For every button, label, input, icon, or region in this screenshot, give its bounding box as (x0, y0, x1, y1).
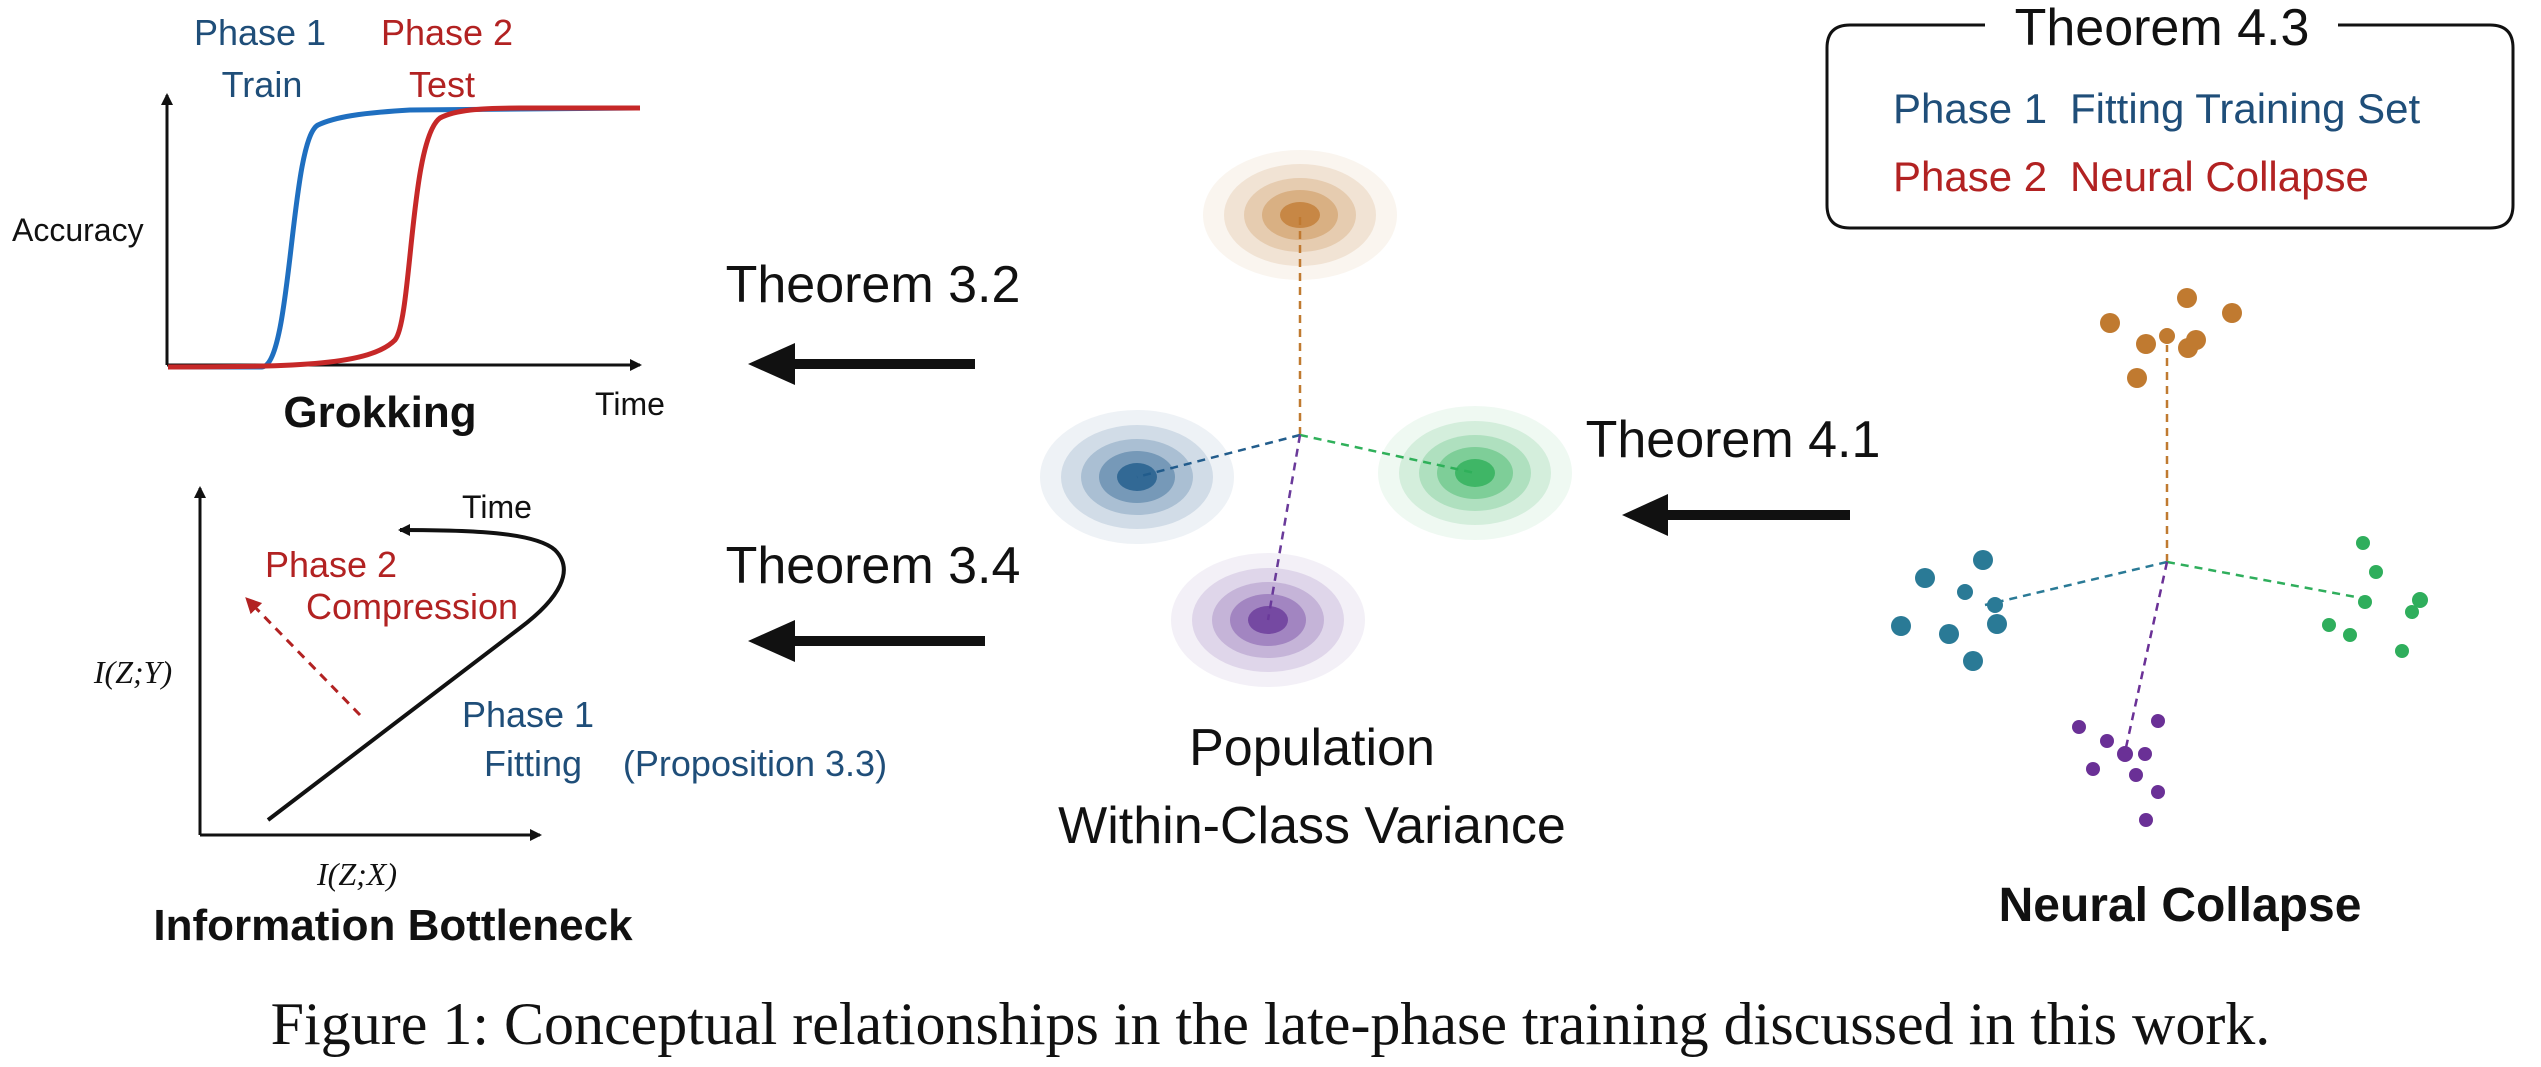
ib-ylabel: I(Z;Y) (93, 654, 172, 690)
neural-collapse-title: Neural Collapse (1999, 879, 2362, 932)
nc-blue-cluster (1891, 550, 2007, 671)
nc-line-green (2166, 560, 2373, 602)
grokking-phase2-label: Phase 2 (381, 12, 513, 53)
blue-class-distribution (1040, 410, 1234, 544)
ib-proposition-label: (Proposition 3.3) (623, 743, 887, 784)
information-bottleneck-panel: Time Phase 2 Compression Phase 1 Fitting… (93, 486, 887, 950)
ib-trajectory (266, 524, 566, 822)
theorem-4-3-row2-phase: Phase 2 (1893, 153, 2047, 200)
grokking-panel: Phase 1 Train Phase 2 Test Accuracy Time… (12, 12, 665, 437)
grokking-xlabel: Time (595, 386, 665, 422)
train-curve (168, 105, 641, 370)
theorem-3-2-label: Theorem 3.2 (726, 256, 1021, 314)
ib-phase2-label: Phase 2 (265, 544, 397, 585)
theorem-4-3-row1-text: Fitting Training Set (2070, 85, 2421, 132)
ib-compression-label: Compression (306, 586, 518, 627)
theorem-4-3-box: Theorem 4.3 Phase 1 Fitting Training Set… (1825, 0, 2515, 230)
figure-canvas: Phase 1 Train Phase 2 Test Accuracy Time… (12, 0, 2515, 950)
figure-caption: Figure 1: Conceptual relationships in th… (270, 991, 2271, 1057)
ib-time-label: Time (462, 489, 532, 525)
theorem-4-3-row1-phase: Phase 1 (1893, 85, 2047, 132)
grokking-phase1-label: Phase 1 (194, 12, 326, 53)
theorem-4-3-row2-text: Neural Collapse (2070, 153, 2369, 200)
population-panel: Population Within-Class Variance (1040, 150, 1572, 855)
theorem-arrows: Theorem 3.2 Theorem 3.4 Theorem 4.1 (726, 256, 1881, 662)
nc-line-blue (1984, 560, 2168, 607)
ib-title: Information Bottleneck (153, 901, 633, 950)
pop-line-green (1299, 433, 1476, 475)
neural-collapse-panel: Neural Collapse (1891, 288, 2428, 932)
nc-orange-cluster (2100, 288, 2242, 388)
theorem-3-2-arrowhead (748, 343, 795, 385)
theorem-4-3-title: Theorem 4.3 (2015, 0, 2310, 57)
ib-fitting-label: Fitting (484, 743, 582, 784)
population-label-line2: Within-Class Variance (1058, 797, 1566, 855)
green-class-distribution (1378, 406, 1572, 540)
nc-green-cluster (2322, 536, 2428, 658)
theorem-4-1-label: Theorem 4.1 (1586, 411, 1881, 469)
nc-purple-cluster (2072, 714, 2165, 827)
ib-xlabel: I(Z;X) (316, 856, 397, 892)
test-curve (167, 105, 640, 370)
ib-phase1-label: Phase 1 (462, 694, 594, 735)
nc-line-purple (2123, 561, 2169, 753)
grokking-ylabel: Accuracy (12, 212, 144, 248)
pop-line-blue (1136, 433, 1301, 479)
theorem-4-3-border (1825, 23, 2515, 230)
ib-compression-arrow (245, 597, 362, 717)
purple-class-distribution (1171, 553, 1365, 687)
population-label-line1: Population (1189, 719, 1435, 777)
pop-line-purple (1266, 434, 1302, 621)
grokking-train-label: Train (222, 64, 303, 105)
theorem-3-4-label: Theorem 3.4 (726, 537, 1021, 595)
orange-class-distribution (1203, 150, 1397, 280)
theorem-3-4-arrowhead (748, 620, 795, 662)
grokking-test-label: Test (409, 64, 475, 105)
grokking-title: Grokking (283, 388, 476, 437)
theorem-4-1-arrowhead (1622, 494, 1668, 536)
